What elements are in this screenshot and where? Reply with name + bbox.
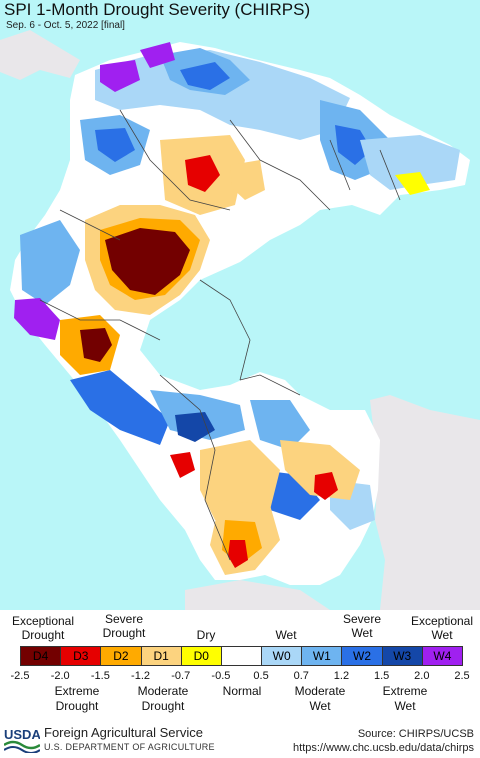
legend-tick: 0.5 <box>253 670 269 682</box>
legend-label-normal: Normal <box>222 684 262 698</box>
legend-tick: 1.2 <box>333 670 350 682</box>
legend-tick: -2.0 <box>50 670 70 682</box>
map-subtitle: Sep. 6 - Oct. 5, 2022 [final] <box>6 20 125 31</box>
legend-tick: -2.5 <box>10 670 30 682</box>
map-title: SPI 1-Month Drought Severity (CHIRPS) <box>4 0 311 19</box>
legend-tick: -1.5 <box>90 670 110 682</box>
legend-label-extreme-wet: Extreme Wet <box>382 684 428 713</box>
legend-swatch-w2: W2 <box>341 646 383 666</box>
legend-swatch-d0: D0 <box>180 646 222 666</box>
wet-regions <box>14 42 460 530</box>
legend-swatch-d1: D1 <box>140 646 182 666</box>
legend-swatch-w0: W0 <box>261 646 303 666</box>
legend-tick: -0.5 <box>211 670 231 682</box>
legend-label-exceptional-drought: Exceptional Drought <box>11 614 75 642</box>
footer: USDA Foreign Agricultural Service U.S. D… <box>0 722 480 758</box>
usda-logo: USDA <box>4 727 40 753</box>
legend-swatch-w1: W1 <box>301 646 343 666</box>
legend-label-extreme-drought: Extreme Drought <box>54 684 100 713</box>
legend-tick: -0.7 <box>171 670 191 682</box>
legend-label-moderate-wet: Moderate Wet <box>294 684 346 713</box>
legend-label-severe-drought: Severe Drought <box>102 612 146 640</box>
agency-name: Foreign Agricultural Service <box>44 725 203 740</box>
legend-swatch-w4: W4 <box>421 646 463 666</box>
source-label: Source: CHIRPS/UCSB <box>357 728 474 740</box>
central-america-land <box>0 30 80 80</box>
legend-swatch-d4: D4 <box>20 646 62 666</box>
pacific-coast-land <box>185 580 330 610</box>
legend-label-wet: Wet <box>275 628 297 642</box>
legend-swatch-d2: D2 <box>100 646 142 666</box>
out-of-domain-land <box>370 395 480 610</box>
source-url[interactable]: https://www.chc.ucsb.edu/data/chirps <box>293 742 474 754</box>
legend: Exceptional Drought Severe Drought Dry W… <box>0 610 480 720</box>
legend-tick: 0.7 <box>293 670 309 682</box>
legend-label-exceptional-wet: Exceptional Wet <box>410 614 474 642</box>
department-name: U.S. DEPARTMENT OF AGRICULTURE <box>44 742 215 752</box>
drought-regions <box>60 135 430 575</box>
drought-map <box>0 0 480 610</box>
legend-swatch-d3: D3 <box>60 646 102 666</box>
country-borders <box>39 109 401 561</box>
legend-label-severe-wet: Severe Wet <box>342 612 382 640</box>
legend-swatch-normal <box>220 646 263 666</box>
legend-swatch-w3: W3 <box>381 646 423 666</box>
legend-tick: -1.2 <box>131 670 151 682</box>
legend-tick: 2.0 <box>414 670 430 682</box>
legend-label-moderate-drought: Moderate Drought <box>137 684 189 713</box>
legend-tick: 2.5 <box>454 670 470 682</box>
svg-text:USDA: USDA <box>4 727 40 742</box>
legend-label-dry: Dry <box>196 628 216 642</box>
legend-tick: 1.5 <box>373 670 390 682</box>
